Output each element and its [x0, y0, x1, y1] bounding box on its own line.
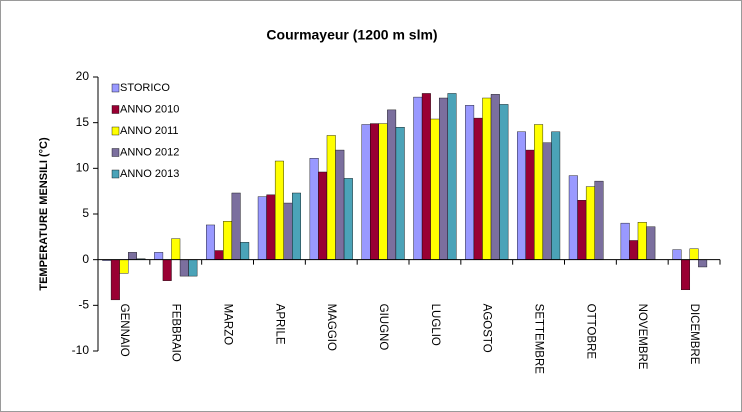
x-tick-label: MAGGIO: [325, 304, 337, 351]
bar: [499, 104, 509, 260]
bar: [517, 131, 526, 260]
bar: [335, 149, 345, 260]
bar: [274, 160, 284, 260]
bar: [421, 93, 431, 260]
bar: [646, 226, 656, 260]
x-tick-label: DICEMBRE: [688, 304, 700, 365]
bar: [681, 259, 691, 291]
x-tick-label: NOVEMBRE: [636, 304, 648, 370]
bar: [326, 135, 336, 260]
bar: [482, 97, 492, 260]
y-tick-label: 5: [82, 206, 89, 220]
legend-label: STORICO: [120, 82, 170, 94]
x-tick-label: AGOSTO: [481, 304, 493, 353]
legend-label: ANNO 2011: [120, 125, 179, 137]
bar: [698, 259, 708, 268]
x-tick-label: SETTEMBRE: [533, 304, 545, 375]
legend-label: ANNO 2013: [120, 168, 179, 180]
bar: [629, 240, 639, 260]
bar: [361, 124, 371, 260]
y-tick-label: 15: [76, 115, 90, 129]
x-tick-label: LUGLIO: [429, 304, 441, 346]
x-tick-label: GIUGNO: [377, 304, 389, 351]
y-tick-label: 20: [76, 69, 90, 83]
bar: [309, 158, 319, 260]
bar: [266, 194, 276, 260]
bar: [447, 93, 457, 260]
bar: [240, 242, 250, 260]
bar: [490, 94, 500, 260]
bar: [179, 259, 189, 277]
bar: [525, 149, 535, 260]
bar: [387, 109, 397, 260]
legend-swatch: [111, 83, 120, 93]
bar: [206, 224, 215, 260]
legend-swatch: [111, 148, 120, 157]
bar: [577, 200, 587, 260]
bar: [542, 142, 552, 260]
bar: [110, 259, 120, 301]
y-tick-label: -10: [72, 343, 90, 357]
bar: [292, 192, 301, 260]
legend-swatch: [111, 169, 120, 179]
bar: [119, 259, 129, 274]
chart-title: Courmayeur (1200 m slm): [266, 27, 437, 43]
bar: [188, 259, 198, 277]
y-axis-label: TEMPERATURE MENSILI (°C): [38, 137, 50, 291]
bar: [283, 202, 293, 260]
bar: [672, 249, 682, 260]
bar: [585, 186, 595, 260]
legend-label: ANNO 2012: [120, 146, 179, 158]
bar: [465, 105, 475, 260]
bar: [370, 123, 380, 260]
legend-swatch: [111, 126, 120, 136]
legend-label: ANNO 2010: [120, 103, 179, 115]
bar: [257, 196, 267, 260]
x-tick-label: OTTOBRE: [584, 304, 596, 360]
bar: [223, 221, 233, 260]
x-tick-label: APRILE: [273, 304, 285, 345]
x-tick-label: GENNAIO: [118, 304, 130, 357]
bar: [343, 178, 353, 260]
y-tick-label: 10: [76, 161, 90, 175]
bar: [127, 252, 137, 260]
bar: [395, 127, 405, 260]
x-tick-label: MARZO: [222, 304, 234, 346]
bar: [551, 131, 561, 260]
bar: [637, 222, 647, 260]
legend-swatch: [111, 105, 120, 114]
bar: [430, 118, 440, 260]
bar: [413, 96, 423, 260]
y-tick-label: -5: [78, 298, 89, 312]
y-tick-label: 0: [82, 252, 89, 266]
bar: [473, 117, 483, 260]
bar: [378, 123, 388, 260]
bar: [568, 175, 578, 260]
x-tick-label: FEBBRAIO: [170, 304, 182, 362]
bar: [438, 97, 448, 260]
bar: [594, 180, 604, 260]
bar: [689, 248, 699, 260]
bar: [534, 124, 544, 260]
bar: [231, 192, 241, 260]
bar: [214, 250, 224, 260]
bar: [154, 252, 164, 260]
bar: [318, 171, 328, 260]
bar: [620, 222, 630, 260]
bar: [171, 238, 181, 260]
bar: [162, 259, 172, 281]
